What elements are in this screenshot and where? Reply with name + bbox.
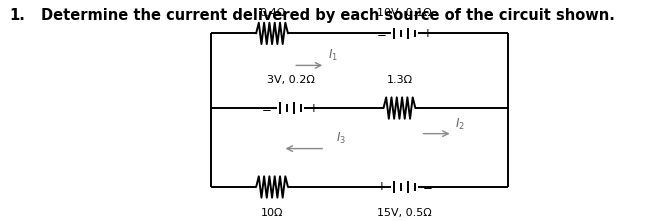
Text: Determine the current delivered by each source of the circuit shown.: Determine the current delivered by each …: [41, 8, 615, 23]
Text: 1.: 1.: [9, 8, 25, 23]
Text: 15V, 0.5Ω: 15V, 0.5Ω: [377, 208, 432, 218]
Text: 10V, 0.1Ω: 10V, 0.1Ω: [377, 8, 432, 19]
Text: 0.4Ω: 0.4Ω: [259, 8, 285, 19]
Text: $-$: $-$: [261, 102, 272, 114]
Text: $I_2$: $I_2$: [455, 116, 465, 131]
Text: 1.3Ω: 1.3Ω: [386, 74, 413, 85]
Text: $-$: $-$: [375, 27, 386, 40]
Text: $+$: $+$: [375, 181, 386, 193]
Text: $I_3$: $I_3$: [336, 131, 346, 147]
Text: $-$: $-$: [422, 181, 432, 193]
Text: $+$: $+$: [422, 27, 432, 40]
Text: $+$: $+$: [308, 102, 318, 114]
Text: 3V, 0.2Ω: 3V, 0.2Ω: [266, 74, 315, 85]
Text: 10Ω: 10Ω: [261, 208, 283, 218]
Text: $I_1$: $I_1$: [328, 48, 338, 63]
